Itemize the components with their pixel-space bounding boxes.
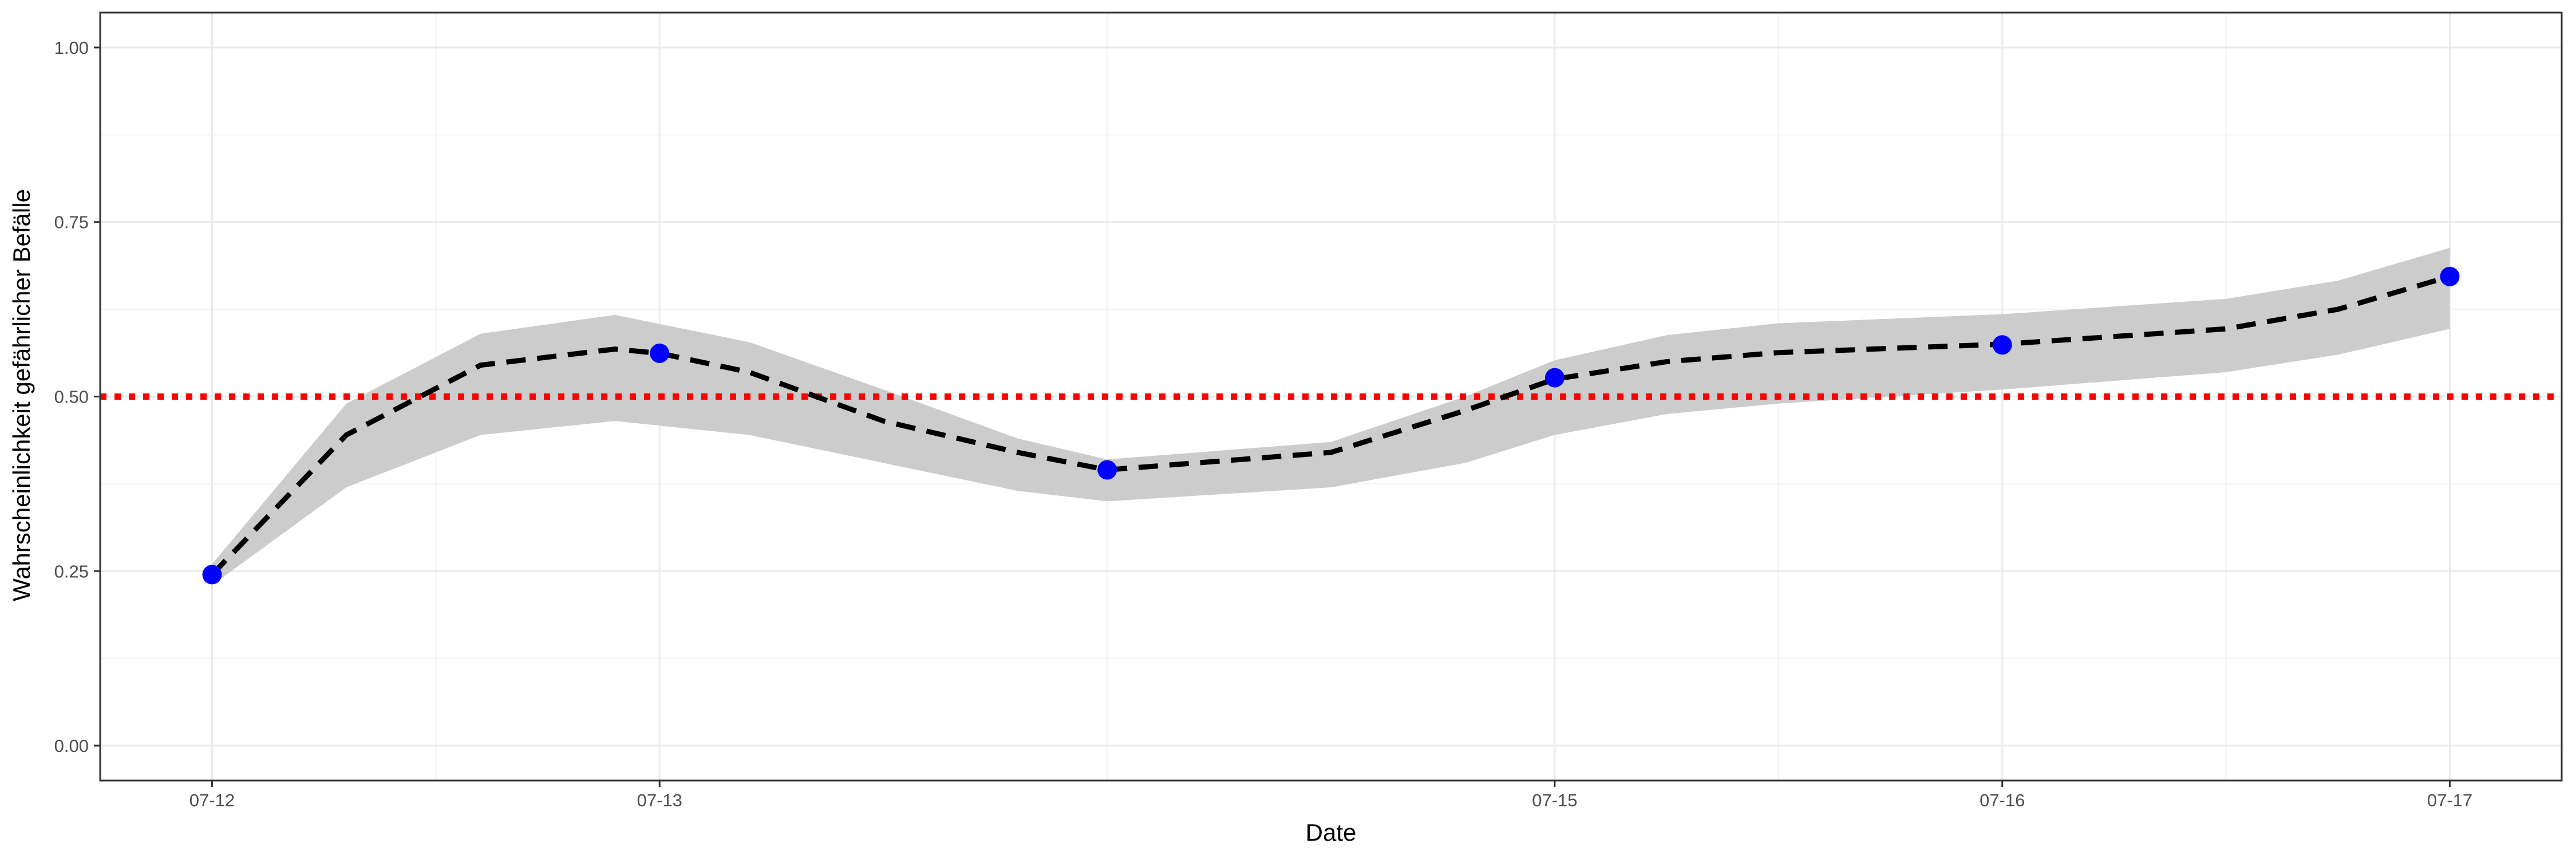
y-tick-label: 0.75 <box>54 212 89 233</box>
trend-line <box>210 274 2451 577</box>
y-tick-label: 1.00 <box>54 38 89 58</box>
chart-marks <box>100 247 2562 585</box>
data-point <box>650 343 670 363</box>
y-tick-label: 0.50 <box>54 387 89 407</box>
y-tick-label: 0.00 <box>54 736 89 756</box>
x-tick-label: 07-12 <box>189 790 235 810</box>
x-tick-label: 07-17 <box>2427 790 2472 810</box>
data-point <box>202 565 222 585</box>
x-axis-title: Date <box>1306 819 1357 846</box>
axis-ticks: 0.00 0.25 0.50 0.75 1.00 07-12 07-13 07-15 07-16… <box>54 38 2473 810</box>
data-point <box>2440 266 2460 286</box>
confidence-ribbon <box>212 247 2450 585</box>
y-axis-title: Wahrscheinlichkeit gefährlicher Befälle <box>8 189 35 601</box>
x-tick-label: 07-15 <box>1532 790 1577 810</box>
data-point <box>1992 335 2012 355</box>
data-point <box>1097 460 1117 480</box>
y-tick-label: 0.25 <box>54 561 89 581</box>
data-point <box>1544 368 1564 388</box>
x-tick-label: 07-13 <box>637 790 682 810</box>
x-tick-label: 07-16 <box>1980 790 2025 810</box>
